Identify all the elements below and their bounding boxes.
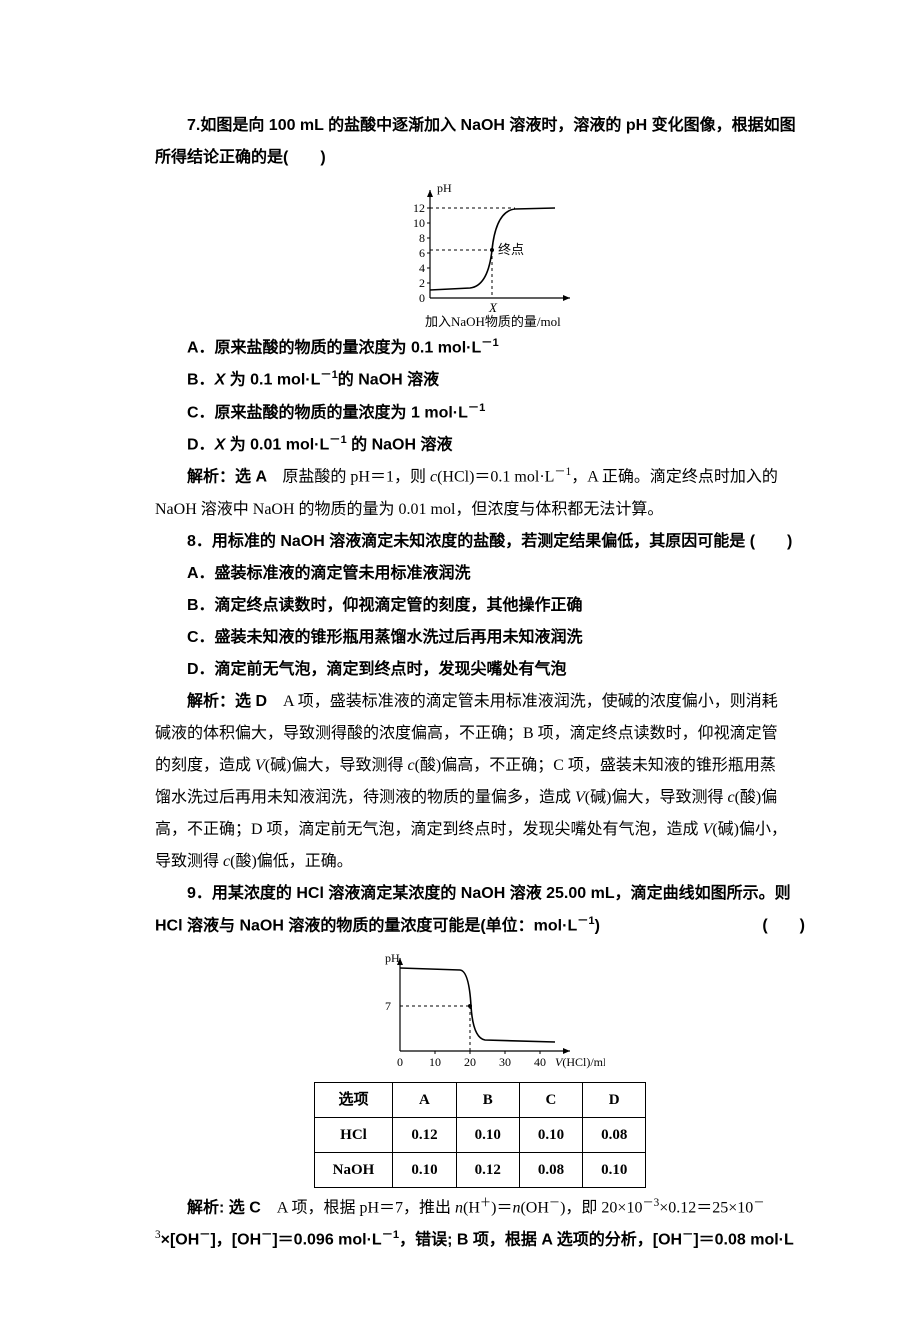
q9-paren: ( )	[762, 910, 805, 942]
q8-answer-line2: 碱液的体积偏大，导致测得酸的浓度偏高，不正确；B 项，滴定终点读数时，仰视滴定管	[155, 718, 805, 750]
q7-ylabel: pH	[437, 181, 452, 195]
q7-ytick-2: 2	[419, 276, 425, 290]
q9-ytick-7: 7	[385, 999, 391, 1013]
q7-ytick-6: 6	[419, 246, 425, 260]
q8-optD: D．滴定前无气泡，滴定到终点时，发现尖嘴处有气泡	[155, 654, 805, 686]
q8-ans-lead: 解析：选 D	[187, 693, 283, 710]
q9-answer-line2: 3×[OH－]，[OH－]＝0.096 mol·L－1，错误; B 项，根据 A…	[155, 1224, 805, 1256]
q8-answer-line6: 导致测得 c(酸)偏低，正确。	[155, 846, 805, 878]
q8-optC: C．盛装未知液的锥形瓶用蒸馏水洗过后再用未知液润洗	[155, 622, 805, 654]
table-row: HCl 0.12 0.10 0.10 0.08	[314, 1117, 646, 1152]
q9-xtick-10: 10	[429, 1055, 441, 1069]
q9-th-3: C	[519, 1082, 582, 1117]
q7-ytick-10: 10	[413, 216, 425, 230]
q9-xtick-30: 30	[499, 1055, 511, 1069]
q7-optD: D．X 为 0.01 mol·L－1 的 NaOH 溶液	[155, 429, 805, 461]
q7-stem-line1: 7.如图是向 100 mL 的盐酸中逐渐加入 NaOH 溶液时，溶液的 pH 变…	[155, 110, 805, 142]
q9-stem-line1: 9．用某浓度的 HCl 溶液滴定某浓度的 NaOH 溶液 25.00 mL，滴定…	[155, 878, 805, 910]
q9-xtick-40: 40	[534, 1055, 546, 1069]
table-row: NaOH 0.10 0.12 0.08 0.10	[314, 1152, 646, 1187]
q9-ans-lead: 解析: 选 C	[187, 1199, 277, 1216]
q7-ans-lead: 解析：选 A	[187, 469, 282, 486]
q9-th-0: 选项	[314, 1082, 393, 1117]
table-row: 选项 A B C D	[314, 1082, 646, 1117]
q8-answer-line4: 馏水洗过后再用未知液润洗，待测液的物质的量偏多，造成 V(碱)偏大，导致测得 c…	[155, 782, 805, 814]
q9-chart-svg: pH 0 10 20 30 40 V(HCl)/mL 7	[355, 946, 605, 1076]
q8-optB: B．滴定终点读数时，仰视滴定管的刻度，其他操作正确	[155, 590, 805, 622]
q7-ytick-12: 12	[413, 201, 425, 215]
q7-chart-svg: 0 2 4 6 8 10 12 pH 终点 X	[370, 178, 590, 328]
q7-optA: A．原来盐酸的物质的量浓度为 0.1 mol·L－1	[155, 332, 805, 364]
q9-xtick-20: 20	[464, 1055, 476, 1069]
q7-stem-text-a: 7.如图是向 100 mL 的盐酸中逐渐加入 NaOH 溶液时，溶液的 pH 变…	[187, 117, 796, 134]
q9-answer-line1: 解析: 选 C A 项，根据 pH＝7，推出 n(H＋)＝n(OH－)，即 20…	[155, 1192, 805, 1224]
q7-x-marker: X	[488, 300, 498, 315]
q9-xlabel-post: (HCl)/mL	[562, 1055, 605, 1069]
q8-answer-line5: 高，不正确；D 项，滴定前无气泡，滴定到终点时，发现尖嘴处有气泡，造成 V(碱)…	[155, 814, 805, 846]
page: 7.如图是向 100 mL 的盐酸中逐渐加入 NaOH 溶液时，溶液的 pH 变…	[0, 0, 920, 1317]
q7-ytick-0: 0	[419, 291, 425, 305]
q7-ytick-8: 8	[419, 231, 425, 245]
q7-optB: B．X 为 0.1 mol·L－1的 NaOH 溶液	[155, 364, 805, 396]
q9-th-1: A	[393, 1082, 456, 1117]
q8-stem: 8．用标准的 NaOH 溶液滴定未知浓度的盐酸，若测定结果偏低，其原因可能是 (…	[155, 526, 805, 558]
q9-th-4: D	[583, 1082, 646, 1117]
q9-stem-line2: HCl 溶液与 NaOH 溶液的物质的量浓度可能是(单位：mol·L－1) ( …	[155, 910, 805, 942]
svg-text:V(HCl)/mL: V(HCl)/mL	[555, 1055, 605, 1069]
q7-chart: 0 2 4 6 8 10 12 pH 终点 X	[155, 178, 805, 328]
q9-ylabel: pH	[385, 951, 400, 965]
q7-optC: C．原来盐酸的物质的量浓度为 1 mol·L－1	[155, 397, 805, 429]
q7-ytick-4: 4	[419, 261, 425, 275]
q9-options-table: 选项 A B C D HCl 0.12 0.10 0.10 0.08 NaOH …	[314, 1082, 647, 1188]
q7-answer-line2: NaOH 溶液中 NaOH 的物质的量为 0.01 mol，但浓度与体积都无法计…	[155, 494, 805, 526]
q8-answer-line3: 的刻度，造成 V(碱)偏大，导致测得 c(酸)偏高，不正确；C 项，盛装未知液的…	[155, 750, 805, 782]
q7-stem-line2: 所得结论正确的是( )	[155, 142, 805, 174]
q9-chart: pH 0 10 20 30 40 V(HCl)/mL 7	[155, 946, 805, 1076]
q9-xtick-0: 0	[397, 1055, 403, 1069]
q7-xlabel: 加入NaOH物质的量/mol	[425, 314, 561, 328]
q7-endpoint-label: 终点	[498, 242, 524, 257]
q9-th-2: B	[456, 1082, 519, 1117]
q7-answer-line1: 解析：选 A 原盐酸的 pH＝1，则 c(HCl)＝0.1 mol·L－1，A …	[155, 461, 805, 493]
q7-stem-text-b: 所得结论正确的是( )	[155, 149, 326, 166]
q8-answer-line1: 解析：选 D A 项，盛装标准液的滴定管未用标准液润洗，使碱的浓度偏小，则消耗	[155, 686, 805, 718]
q8-optA: A．盛装标准液的滴定管未用标准液润洗	[155, 558, 805, 590]
